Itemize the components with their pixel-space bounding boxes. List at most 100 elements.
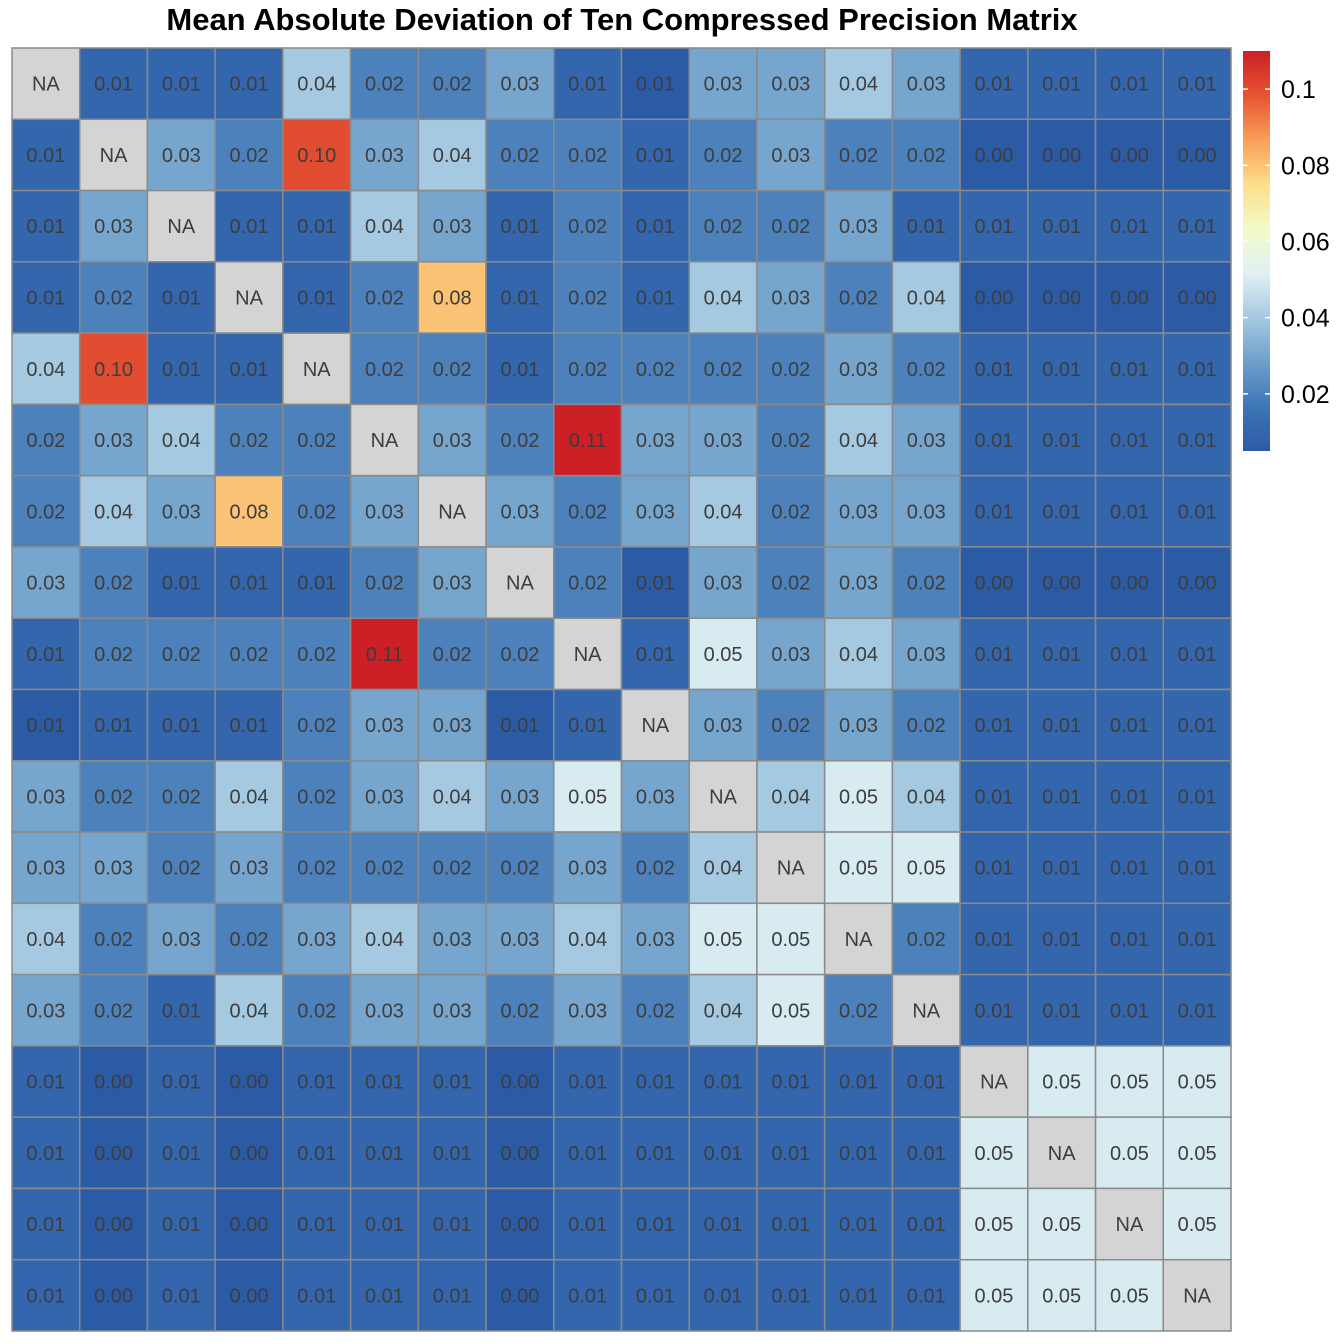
heatmap-cell-label: 0.02 [839, 287, 878, 309]
heatmap-cell-label: 0.01 [162, 1214, 201, 1236]
heatmap-cell-label: 0.01 [568, 1143, 607, 1165]
heatmap-cell [553, 973, 623, 1047]
heatmap-cell [1027, 189, 1097, 263]
heatmap-cell-label: 0.01 [1178, 786, 1217, 808]
heatmap-cell-label: 0.02 [500, 145, 539, 167]
heatmap-cell-label: 0.01 [704, 1072, 743, 1094]
heatmap-cell-label: 0.00 [1042, 573, 1081, 595]
heatmap-cell [1027, 617, 1097, 691]
heatmap-cell-label: 0.02 [162, 644, 201, 666]
heatmap-cell-label: 0.01 [1042, 644, 1081, 666]
heatmap-cell [349, 1258, 420, 1332]
heatmap-cell-label: 0.01 [1042, 501, 1081, 523]
heatmap-cell-label: 0.05 [907, 858, 946, 880]
heatmap-cell-label: 0.03 [365, 145, 404, 167]
heatmap-cell-label: 0.01 [1178, 715, 1217, 737]
heatmap-cell [485, 973, 555, 1047]
heatmap-cell-label: 0.01 [297, 216, 336, 238]
heatmap-cell [417, 189, 487, 263]
heatmap-cell-label: 0.02 [94, 1000, 133, 1022]
heatmap-cell [823, 118, 894, 192]
legend-colorbar [1243, 51, 1270, 451]
heatmap-cell-label: 0.02 [365, 573, 404, 595]
heatmap-cell-label: NA [574, 644, 602, 666]
heatmap-cell-label: 0.02 [433, 74, 472, 96]
heatmap-cell [349, 760, 420, 833]
heatmap-cell-label: 0.01 [26, 1214, 65, 1236]
heatmap-cell-label: 0.02 [636, 1000, 675, 1022]
heatmap-cell [11, 973, 81, 1047]
heatmap-cell-label: 0.03 [771, 287, 810, 309]
heatmap-cell-label: 0.01 [162, 715, 201, 737]
heatmap-cell [349, 1045, 420, 1118]
heatmap-cell-label: 0.01 [94, 715, 133, 737]
heatmap-cell [688, 831, 758, 905]
heatmap-cell [214, 902, 284, 976]
heatmap-cell [417, 1116, 487, 1190]
heatmap-cell [214, 261, 284, 334]
heatmap-cell-label: 0.01 [1042, 74, 1081, 96]
heatmap-cell [553, 902, 623, 976]
heatmap-cell-label: 0.01 [1178, 216, 1217, 238]
heatmap-cell-label: 0.01 [907, 216, 946, 238]
heatmap-cell [349, 474, 420, 548]
heatmap-cell-label: 0.03 [568, 858, 607, 880]
heatmap-cell [688, 261, 758, 334]
heatmap-cell [1027, 546, 1097, 619]
heatmap-cell [214, 617, 284, 691]
heatmap-cell-label: 0.04 [26, 929, 65, 951]
heatmap-cell [1094, 1116, 1165, 1190]
heatmap-cell-label: 0.01 [94, 74, 133, 96]
heatmap-cell-label: 0.04 [230, 786, 269, 808]
heatmap-cell-label: 0.02 [907, 715, 946, 737]
heatmap-cell-label: 0.02 [636, 359, 675, 381]
heatmap-cell-label: 0.01 [500, 359, 539, 381]
heatmap-cell [485, 47, 555, 121]
heatmap-cell [823, 1116, 894, 1190]
heatmap-cell-label: 0.03 [433, 715, 472, 737]
heatmap-cell-label: 0.02 [433, 359, 472, 381]
heatmap-cell-label: 0.03 [704, 430, 743, 452]
heatmap-cell [1027, 1258, 1097, 1332]
heatmap-cell-label: 0.03 [568, 1000, 607, 1022]
heatmap-cell-label: 0.01 [500, 216, 539, 238]
heatmap-cell-label: NA [235, 287, 263, 309]
heatmap-cell [417, 617, 487, 691]
heatmap-cell [146, 831, 216, 905]
heatmap-cell-label: 0.00 [1042, 287, 1081, 309]
heatmap-cell-label: 0.03 [636, 501, 675, 523]
heatmap-cell-label: 0.04 [771, 786, 810, 808]
heatmap-cell [1162, 1258, 1232, 1332]
heatmap-cell [756, 760, 826, 833]
heatmap-cell [823, 760, 894, 833]
legend-tick-label: 0.04 [1281, 305, 1330, 333]
heatmap-cell-label: 0.03 [433, 1000, 472, 1022]
heatmap-cell-label: 0.01 [839, 1072, 878, 1094]
heatmap-cell [620, 189, 690, 263]
heatmap-cell-label: 0.10 [297, 145, 336, 167]
heatmap-cell-label: 0.01 [704, 1285, 743, 1307]
heatmap-cell [146, 189, 216, 263]
heatmap-cell-label: 0.01 [230, 359, 269, 381]
heatmap-cell-label: 0.05 [1110, 1143, 1149, 1165]
heatmap-cell-label: 0.02 [771, 216, 810, 238]
heatmap-cell-label: 0.03 [771, 145, 810, 167]
heatmap-cell-label: 0.00 [1110, 573, 1149, 595]
heatmap-cell-label: 0.03 [365, 1000, 404, 1022]
heatmap-cell-label: 0.01 [636, 74, 675, 96]
heatmap-cell [1094, 332, 1165, 406]
heatmap-cell [282, 902, 352, 976]
heatmap-cell-label: 0.05 [1110, 1072, 1149, 1094]
heatmap-cell [891, 1045, 961, 1118]
heatmap-cell-label: 0.01 [568, 1072, 607, 1094]
heatmap-cell-label: 0.01 [568, 74, 607, 96]
heatmap-cell-label: 0.04 [704, 287, 743, 309]
heatmap-cell-label: 0.01 [26, 1143, 65, 1165]
heatmap-cell [78, 617, 149, 691]
heatmap-cell-label: NA [777, 858, 805, 880]
heatmap-cell-label: 0.02 [94, 287, 133, 309]
heatmap-cell [1162, 1187, 1232, 1261]
heatmap-cell-label: 0.01 [1110, 430, 1149, 452]
heatmap-cell [553, 332, 623, 406]
heatmap-cell [485, 189, 555, 263]
